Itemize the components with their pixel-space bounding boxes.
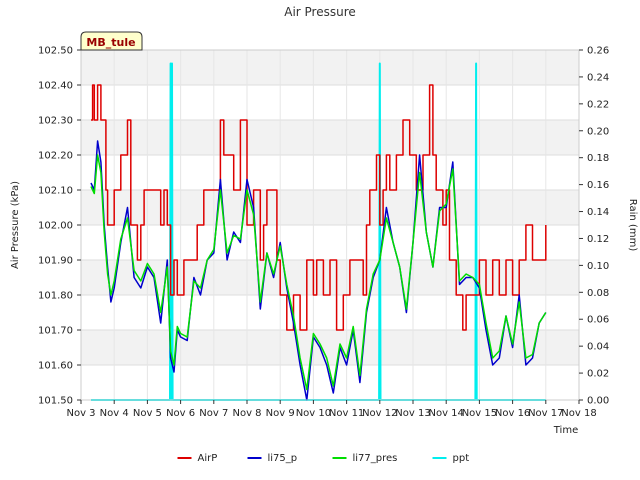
legend-item-li77-pres: li77_pres	[332, 453, 398, 464]
x-tick-label: Nov 3	[66, 408, 95, 419]
y2-tick-label: 0.26	[587, 46, 609, 57]
y2-tick-label: 0.20	[587, 126, 609, 137]
background-band	[81, 155, 579, 190]
y2-tick-label: 0.22	[587, 99, 609, 110]
legend-item-airp: AirP	[177, 453, 218, 464]
y-tick-label: 101.80	[38, 291, 73, 302]
background-band	[81, 120, 579, 155]
y2-axis-label: Rain (mm)	[627, 199, 638, 252]
series-line-airp	[91, 84, 547, 331]
background-band	[81, 225, 579, 260]
y2-tick-label: 0.14	[587, 207, 609, 218]
y-tick-label: 102.30	[38, 116, 73, 127]
y2-tick-label: 0.16	[587, 180, 609, 191]
x-tick-label: Nov 10	[296, 408, 331, 419]
x-tick-label: Nov 11	[329, 408, 364, 419]
legend-label: ppt	[453, 453, 470, 464]
y2-tick-label: 0.18	[587, 153, 609, 164]
y-tick-label: 102.20	[38, 151, 73, 162]
y-tick-label: 102.10	[38, 186, 73, 197]
y2-tick-label: 0.24	[587, 72, 609, 83]
legend-label: AirP	[198, 453, 218, 464]
y2-tick-label: 0.04	[587, 342, 609, 353]
x-axis-label: Time	[553, 425, 578, 436]
x-tick-label: Nov 16	[495, 408, 530, 419]
chart-title: Air Pressure	[284, 5, 356, 19]
y2-tick-label: 0.10	[587, 261, 609, 272]
x-tick-label: Nov 4	[100, 408, 129, 419]
y2-tick-label: 0.00	[587, 396, 609, 407]
x-tick-label: Nov 5	[133, 408, 162, 419]
y-tick-label: 102.40	[38, 81, 73, 92]
background-band	[81, 50, 579, 85]
y2-tick-label: 0.08	[587, 288, 609, 299]
x-axis: Nov 3 Nov 4 Nov 5 Nov 6 Nov 7 Nov 8 Nov 9 Nov 1…	[66, 400, 597, 419]
y-axis-right: 0.00 0.02 0.04 0.06 0.08 0.10 0.12 0.14 0.16 0.18…	[579, 46, 609, 407]
x-tick-label: Nov 17	[528, 408, 563, 419]
y2-tick-label: 0.02	[587, 369, 609, 380]
legend-label: li77_pres	[353, 453, 398, 464]
x-tick-label: Nov 9	[266, 408, 295, 419]
y-axis-left: 101.50 101.60 101.70 101.80 101.90 102.00 102.…	[38, 46, 81, 407]
legend-label: li75_p	[268, 453, 298, 464]
background-bands	[81, 50, 579, 400]
y-tick-label: 101.90	[38, 256, 73, 267]
x-tick-label: Nov 15	[462, 408, 497, 419]
background-band	[81, 330, 579, 365]
series-line-li75-p	[90, 140, 547, 401]
legend: AirP li75_p li77_pres ppt	[177, 453, 470, 464]
background-band	[81, 295, 579, 330]
y2-tick-label: 0.06	[587, 315, 609, 326]
y-tick-label: 101.60	[38, 361, 73, 372]
y-tick-label: 102.00	[38, 221, 73, 232]
series-line-li77-pres	[90, 154, 547, 391]
background-band	[81, 85, 579, 120]
x-tick-label: Nov 6	[166, 408, 195, 419]
x-tick-label: Nov 13	[395, 408, 430, 419]
y-tick-label: 101.50	[38, 396, 73, 407]
x-tick-label: Nov 8	[232, 408, 261, 419]
y2-tick-label: 0.12	[587, 234, 609, 245]
site-label: MB_tule	[86, 36, 135, 49]
site-label-box: MB_tule	[80, 31, 143, 51]
x-tick-label: Nov 7	[199, 408, 228, 419]
x-tick-label: Nov 14	[428, 408, 463, 419]
x-tick-label: Nov 12	[362, 408, 397, 419]
legend-item-li75-p: li75_p	[247, 453, 298, 464]
x-tick-label: Nov 18	[561, 408, 596, 419]
y-tick-label: 101.70	[38, 326, 73, 337]
y-tick-label: 102.50	[38, 46, 73, 57]
background-band	[81, 190, 579, 225]
y-axis-label: Air Pressure (kPa)	[10, 181, 21, 269]
legend-item-ppt: ppt	[432, 453, 470, 464]
